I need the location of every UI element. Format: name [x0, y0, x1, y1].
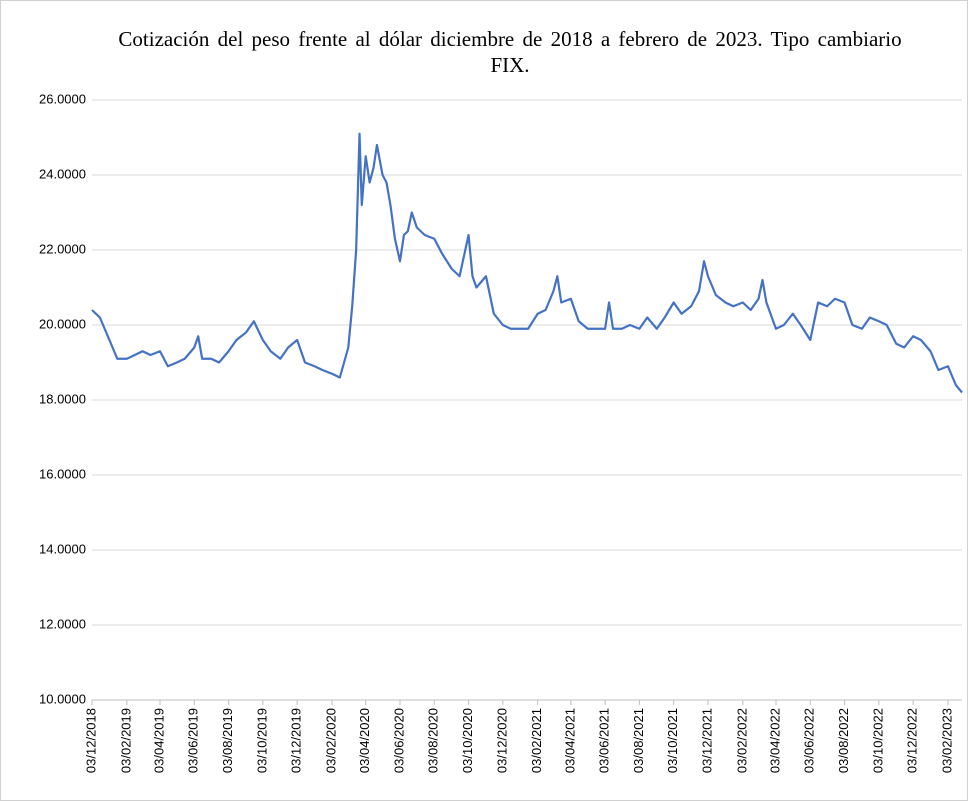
x-tick-label: 03/12/2018	[83, 708, 98, 773]
x-tick-label: 03/02/2019	[118, 708, 133, 773]
y-tick-label: 22.0000	[39, 241, 86, 256]
x-tick-label: 03/04/2019	[151, 708, 166, 773]
x-tick-label: 03/08/2019	[220, 708, 235, 773]
y-tick-label: 20.0000	[39, 316, 86, 331]
x-tick-label: 03/08/2020	[426, 708, 441, 773]
x-tick-label: 03/06/2019	[186, 708, 201, 773]
chart-title: Cotización del peso frente al dólar dici…	[118, 27, 902, 77]
x-tick-label: 03/08/2022	[836, 708, 851, 773]
x-tick-label: 03/06/2020	[391, 708, 406, 773]
y-tick-label: 24.0000	[39, 166, 86, 181]
x-tick-label: 03/10/2019	[254, 708, 269, 773]
x-tick-label: 03/06/2022	[802, 708, 817, 773]
x-tick-label: 03/04/2021	[562, 708, 577, 773]
x-tick-label: 03/08/2021	[631, 708, 646, 773]
y-tick-label: 26.0000	[39, 91, 86, 106]
y-tick-label: 12.0000	[39, 616, 86, 631]
x-tick-label: 03/02/2022	[734, 708, 749, 773]
y-tick-label: 18.0000	[39, 391, 86, 406]
x-tick-label: 03/10/2020	[460, 708, 475, 773]
y-tick-label: 14.0000	[39, 541, 86, 556]
x-tick-label: 03/12/2021	[699, 708, 714, 773]
y-tick-label: 16.0000	[39, 466, 86, 481]
x-tick-label: 03/12/2020	[494, 708, 509, 773]
x-tick-label: 03/10/2021	[665, 708, 680, 773]
y-tick-label: 10.0000	[39, 691, 86, 706]
x-tick-label: 03/04/2020	[357, 708, 372, 773]
data-line	[91, 132, 963, 394]
x-tick-label: 03/10/2022	[870, 708, 885, 773]
x-tick-label: 03/06/2021	[597, 708, 612, 773]
x-tick-label: 03/04/2022	[767, 708, 782, 773]
x-tick-label: 03/02/2020	[323, 708, 338, 773]
x-tick-label: 03/12/2019	[289, 708, 304, 773]
x-tick-label: 03/02/2021	[529, 708, 544, 773]
x-tick-label: 03/12/2022	[905, 708, 920, 773]
x-tick-label: 03/02/2023	[939, 708, 954, 773]
